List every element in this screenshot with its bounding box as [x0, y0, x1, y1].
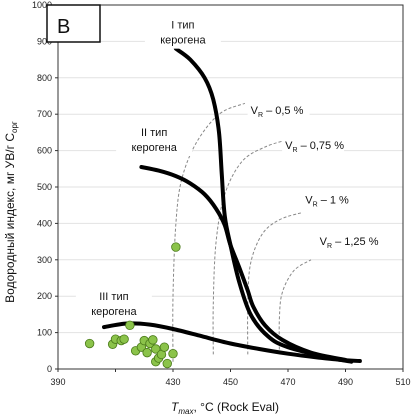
- vr-label-bg: [282, 136, 345, 154]
- vr-label: VR – 0,75 %: [285, 140, 344, 154]
- y-tick-label: 900: [37, 36, 52, 46]
- sample-point: [171, 242, 181, 252]
- x-tick-label: 490: [338, 377, 353, 387]
- y-tick-labels: 0 100 200 300 400 500 600 700 800 900 1000: [32, 0, 58, 374]
- x-tick-label: 430: [165, 377, 180, 387]
- y-tick-label: 200: [37, 291, 52, 301]
- kerogen-curve-II: [139, 165, 348, 362]
- y-axis-label: Водородный индекс, мг УВ/г Cорг: [3, 121, 19, 303]
- y-tick-label: 300: [37, 255, 52, 265]
- y-tick-label: 400: [37, 218, 52, 228]
- panel-label: B: [57, 16, 70, 38]
- vr-labels: VR – 0,5 % VR – 0,75 % VR – 1 % VR – 1,25 %: [247, 102, 379, 251]
- y-axis-label-sub: орг: [10, 121, 19, 133]
- vr-label: VR – 1 %: [305, 194, 349, 208]
- kerogen-label-line2: керогена: [160, 35, 206, 47]
- sample-point: [159, 342, 170, 352]
- kerogen-label-bg: [75, 285, 152, 320]
- sample-point: [162, 358, 172, 369]
- kerogen-label-bg: [144, 14, 221, 49]
- x-axis-label-sub: max: [178, 407, 194, 416]
- sample-point: [148, 335, 158, 345]
- sample-point: [142, 347, 152, 358]
- y-tick-label: 100: [37, 328, 52, 338]
- y-tick-label: 700: [37, 109, 52, 119]
- sample-point: [84, 338, 95, 349]
- x-axis-label-rest: , °C (Rock Eval): [193, 400, 278, 414]
- x-axis-label: Tmax, °C (Rock Eval): [171, 400, 279, 416]
- x-tick-label: 470: [280, 377, 295, 387]
- sample-point: [125, 320, 135, 331]
- y-tick-label: 800: [37, 73, 52, 83]
- panel-label-box: [46, 4, 101, 43]
- vr-label: VR – 0,5 %: [251, 105, 304, 119]
- kerogen-label-line1: II тип: [141, 127, 167, 139]
- x-tick-label: 450: [223, 377, 238, 387]
- y-tick-label: 0: [47, 364, 52, 374]
- vr-line: [278, 259, 312, 355]
- sample-point: [119, 334, 129, 344]
- y-tick-label: 600: [37, 146, 52, 156]
- vr-label-bg: [316, 233, 379, 251]
- kerogen-label-line2: керогена: [91, 306, 137, 318]
- x-tick-labels: 390 430 450 470 490 510: [50, 369, 411, 387]
- x-tick-label: 390: [50, 377, 65, 387]
- kerogen-type-labels: I тип керогена II тип керогена III тип кероге…: [75, 14, 221, 320]
- vr-label-bg: [302, 191, 365, 209]
- vr-line: [212, 139, 289, 355]
- vr-label-bg: [247, 102, 310, 120]
- kerogen-label-bg: [116, 122, 193, 157]
- kerogen-curves: [102, 46, 362, 364]
- vr-label: VR – 1,25 %: [320, 236, 379, 250]
- y-tick-label: 1000: [32, 0, 52, 10]
- x-axis-label-var: T: [171, 400, 180, 414]
- sample-points: [84, 242, 181, 369]
- x-tick-label: 510: [395, 377, 410, 387]
- kerogen-label-line1: I тип: [171, 20, 194, 32]
- y-axis-label-main: Водородный индекс, мг УВ/г C: [3, 133, 17, 303]
- kerogen-label-line2: керогена: [131, 142, 177, 154]
- kerogen-curve-III: [102, 321, 362, 363]
- y-tick-label: 500: [37, 182, 52, 192]
- sample-point: [168, 349, 178, 359]
- kerogen-label-line1: III тип: [99, 291, 128, 303]
